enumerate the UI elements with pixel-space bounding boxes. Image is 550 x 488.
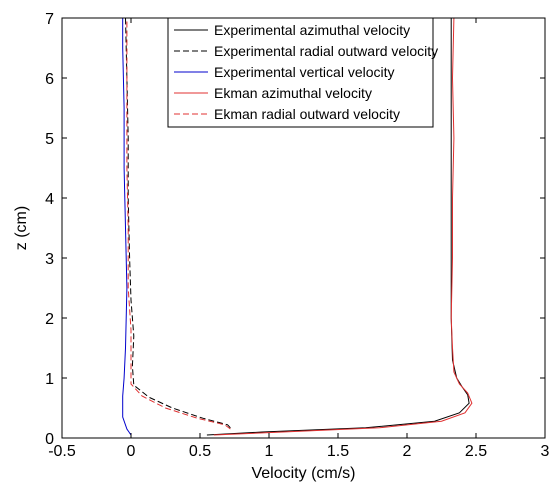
y-tick-label: 4 (45, 191, 54, 208)
legend-box (167, 17, 434, 128)
legend-label: Ekman azimuthal velocity (214, 85, 372, 101)
series-line-2 (122, 18, 132, 436)
y-tick-label: 3 (45, 251, 54, 268)
y-axis-label: z (cm) (13, 206, 30, 250)
y-tick-label: 1 (45, 371, 54, 388)
series-layer (122, 17, 473, 436)
legend-label: Experimental vertical velocity (214, 64, 395, 80)
legend-label: Experimental radial outward velocity (214, 43, 438, 59)
series-line-3 (213, 17, 473, 436)
x-tick-label: 2.5 (465, 443, 487, 460)
legend: Experimental azimuthal velocity Experimen… (167, 17, 438, 128)
x-tick-label: -0.5 (48, 443, 76, 460)
x-tick-label: 0 (127, 443, 136, 460)
series-line-0 (206, 18, 470, 436)
series-line-1 (125, 17, 231, 429)
x-tick-label: 3 (541, 443, 550, 460)
x-tick-label: 1 (265, 443, 274, 460)
legend-label: Experimental azimuthal velocity (214, 22, 410, 38)
legend-label: Ekman radial outward velocity (214, 106, 400, 122)
y-tick-label: 5 (45, 131, 54, 148)
y-tick-label: 0 (45, 431, 54, 448)
x-tick-label: 1.5 (327, 443, 349, 460)
y-tick-label: 2 (45, 311, 54, 328)
x-tick-label: 2 (403, 443, 412, 460)
series-line-4 (126, 18, 231, 430)
x-axis-label: Velocity (cm/s) (251, 465, 355, 482)
y-tick-label: 6 (45, 71, 54, 88)
x-tick-label: 0.5 (189, 443, 211, 460)
y-tick-label: 7 (45, 11, 54, 28)
